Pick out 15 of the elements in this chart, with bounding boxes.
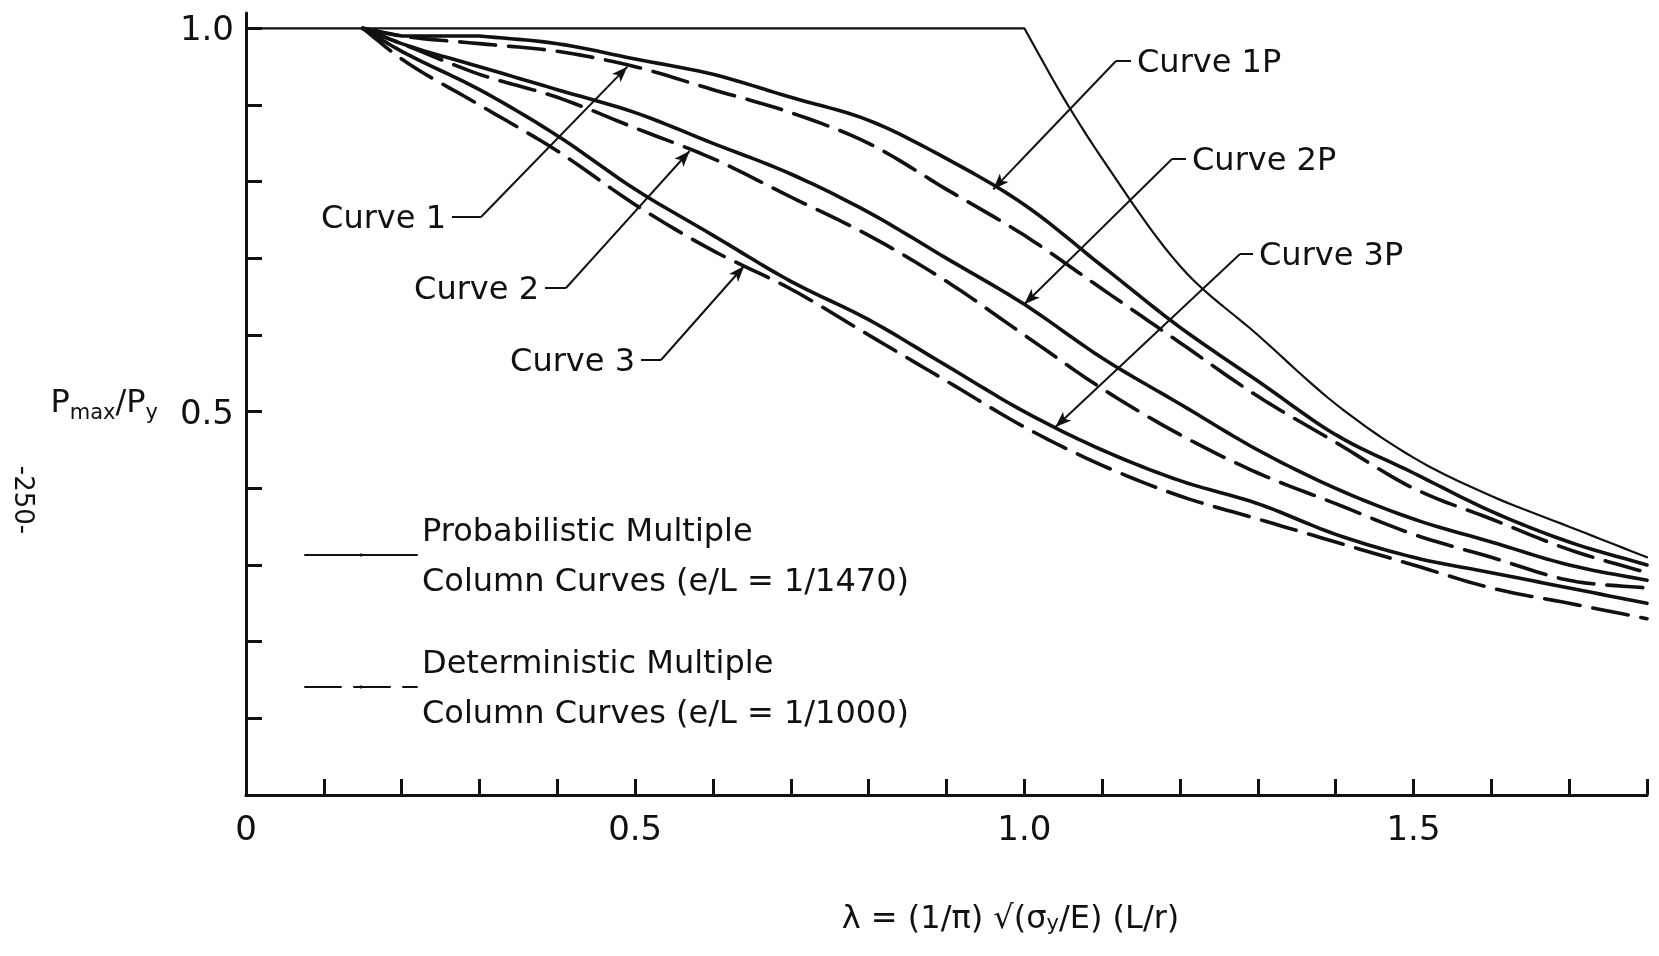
x-tick-label: 0 xyxy=(235,808,257,848)
annotation: Curve 3 xyxy=(510,341,635,379)
annotation: Curve 1P xyxy=(1137,42,1282,80)
annotation: Curve 2 xyxy=(414,269,539,307)
x-tick-label: 1.5 xyxy=(1386,808,1441,848)
text: -250- xyxy=(9,465,39,535)
x-tick-label: 1.0 xyxy=(997,808,1052,848)
legend-label: Probabilistic Multiple Column Curves (e/L = 1/1470) xyxy=(422,511,909,599)
annotation: Curve 3P xyxy=(1259,235,1404,273)
annotation: Curve 2P xyxy=(1192,140,1337,178)
x-tick-label: 0.5 xyxy=(608,808,663,848)
legend-label: Deterministic Multiple Column Curves (e/L = 1/1000) xyxy=(422,643,909,731)
y-axis-title: P$_{max}$/P$_{y}$ xyxy=(50,381,158,425)
annotation: Curve 1 xyxy=(321,198,446,236)
x-axis-title: λ = (1/π) √(σy/E) (L/r) xyxy=(841,897,1180,936)
